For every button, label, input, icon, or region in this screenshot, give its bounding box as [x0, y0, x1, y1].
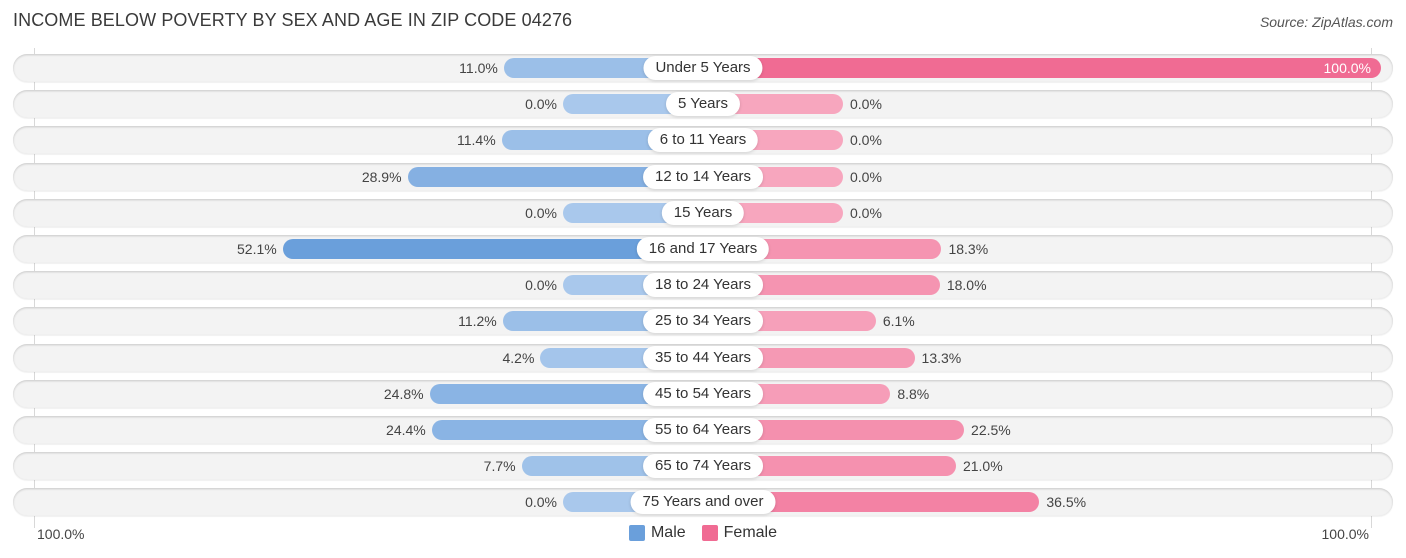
axis-right-label: 100.0%	[1321, 526, 1369, 542]
value-label-male: 0.0%	[525, 494, 557, 511]
legend-item-male[interactable]: Male	[628, 524, 686, 542]
value-label-female: 22.5%	[971, 422, 1011, 438]
value-label-male: 0.0%	[525, 204, 557, 221]
legend: Male Female	[0, 524, 1406, 542]
value-label-male: 24.8%	[383, 385, 424, 402]
axis-left-label: 100.0%	[37, 526, 85, 542]
value-label-female: 0.0%	[850, 204, 882, 221]
legend-swatch-female	[701, 525, 718, 541]
chart-title: INCOME BELOW POVERTY BY SEX AND AGE IN Z…	[13, 10, 573, 30]
bar-female[interactable]	[703, 492, 1040, 513]
bar-female[interactable]	[703, 456, 956, 477]
category-label: 18 to 24 Years	[643, 273, 763, 298]
value-label-female: 8.8%	[897, 385, 930, 402]
value-label-female: 100.0%	[1323, 60, 1371, 76]
legend-swatch-male	[628, 525, 645, 541]
bar-male[interactable]	[282, 239, 703, 259]
category-label: 55 to 64 Years	[643, 418, 763, 442]
value-label-female: 18.0%	[946, 277, 987, 294]
value-label-male: 0.0%	[525, 277, 557, 294]
source-note: Source: ZipAtlas.com	[1259, 14, 1393, 30]
bar-male[interactable]	[429, 383, 703, 404]
value-label-female: 6.1%	[882, 313, 915, 330]
value-label-male: 24.4%	[386, 422, 426, 438]
category-label: 6 to 11 Years	[647, 128, 759, 153]
bar-male[interactable]	[431, 420, 703, 440]
value-label-male: 52.1%	[237, 241, 277, 257]
category-label: 16 and 17 Years	[636, 237, 770, 261]
value-label-female: 0.0%	[850, 132, 882, 149]
category-label: 65 to 74 Years	[643, 454, 763, 479]
legend-label-male: Male	[650, 524, 686, 541]
value-label-male: 11.0%	[459, 60, 498, 76]
legend-label-female: Female	[723, 524, 778, 541]
bar-male[interactable]	[407, 166, 703, 187]
value-label-female: 0.0%	[850, 168, 882, 185]
category-label: 25 to 34 Years	[643, 309, 763, 334]
value-label-female: 21.0%	[962, 458, 1003, 475]
value-label-male: 11.4%	[457, 132, 496, 149]
value-label-male: 0.0%	[525, 96, 557, 113]
value-label-female: 36.5%	[1046, 494, 1087, 511]
category-label: 12 to 14 Years	[643, 164, 763, 189]
category-label: 5 Years	[665, 92, 741, 117]
category-label: 15 Years	[661, 200, 745, 225]
category-label: 45 to 54 Years	[643, 381, 763, 406]
legend-item-female[interactable]: Female	[701, 524, 778, 542]
value-label-male: 11.2%	[458, 313, 497, 330]
value-label-male: 4.2%	[502, 349, 535, 366]
value-label-male: 7.7%	[483, 458, 516, 475]
value-label-female: 18.3%	[948, 241, 989, 257]
bar-female[interactable]	[703, 58, 1381, 78]
value-label-female: 0.0%	[850, 96, 882, 113]
category-label: 75 Years and over	[630, 490, 776, 515]
category-label: Under 5 Years	[643, 56, 763, 80]
category-label: 35 to 44 Years	[643, 345, 763, 370]
value-label-male: 28.9%	[361, 168, 402, 185]
value-label-female: 13.3%	[921, 349, 962, 366]
bar-female[interactable]	[703, 420, 965, 440]
